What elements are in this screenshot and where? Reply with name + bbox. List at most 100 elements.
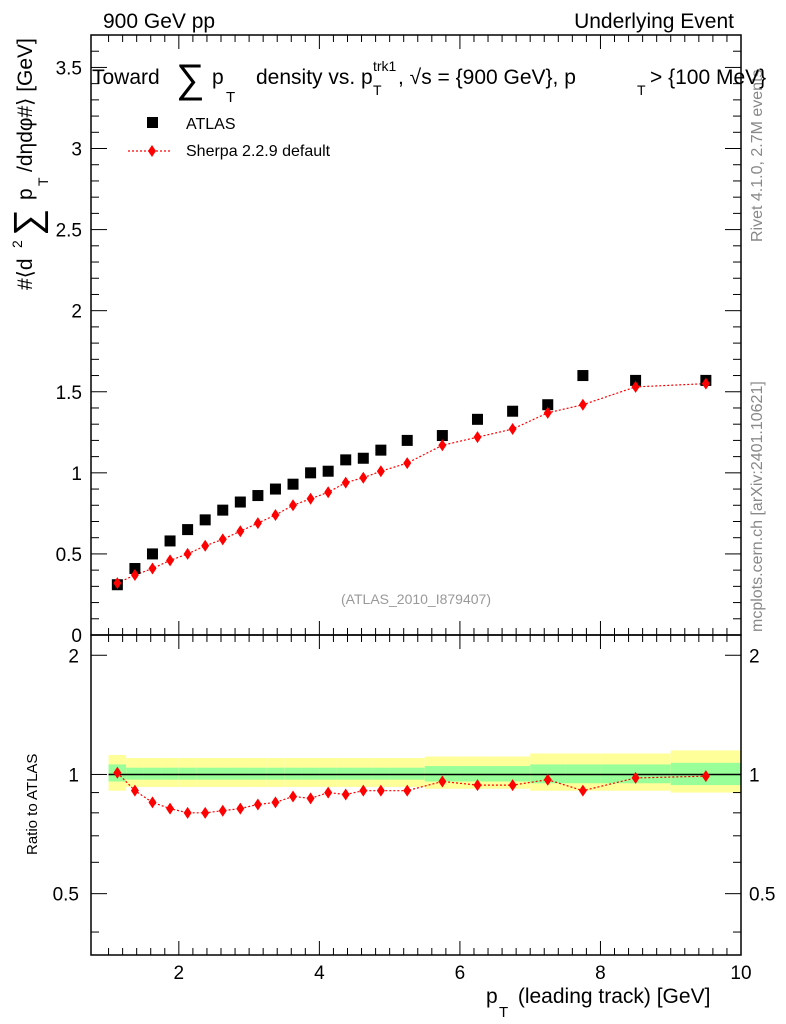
sherpa-ratio-point bbox=[701, 770, 710, 783]
sherpa-ratio-point bbox=[473, 779, 482, 792]
legend: ATLAS Sherpa 2.2.9 default bbox=[128, 116, 331, 160]
ylabel-sub-t: T bbox=[35, 177, 51, 186]
main-y-tick-label: 1.5 bbox=[56, 383, 82, 404]
atlas-point bbox=[234, 496, 246, 508]
ratio-band-inner bbox=[301, 767, 320, 780]
sherpa-point bbox=[376, 465, 385, 478]
ratio-y-tick-label: 0.5 bbox=[53, 885, 79, 906]
ratio-band-inner bbox=[249, 767, 267, 780]
title-sub-t3: T bbox=[637, 82, 646, 98]
atlas-point bbox=[542, 399, 554, 411]
ratio-y-tick-label-right: 2 bbox=[749, 646, 760, 667]
sherpa-ratio-line bbox=[116, 772, 706, 814]
sherpa-point bbox=[113, 577, 122, 590]
sherpa-line bbox=[117, 383, 706, 584]
x-tick-label: 4 bbox=[314, 963, 325, 984]
ratio-band-inner bbox=[126, 767, 144, 780]
atlas-point bbox=[252, 490, 264, 502]
title-sum-symbol: ∑ bbox=[176, 57, 205, 101]
sherpa-ratio-point bbox=[578, 784, 587, 797]
sherpa-ratio-point bbox=[218, 804, 227, 817]
title-sub-t2: T bbox=[373, 82, 382, 98]
atlas-point bbox=[630, 374, 642, 386]
header-left: 900 GeV pp bbox=[103, 10, 215, 33]
ratio-band-inner bbox=[231, 767, 250, 780]
sherpa-ratio-point bbox=[403, 784, 412, 797]
sherpa-point bbox=[341, 476, 350, 489]
ratio-band-inner bbox=[196, 767, 214, 780]
main-y-tick-label: 0 bbox=[71, 626, 82, 647]
ylabel-sup2: 2 bbox=[9, 240, 25, 248]
sherpa-ratio-point bbox=[271, 796, 280, 809]
title-sub-t: T bbox=[226, 89, 235, 106]
title-mid: density vs. p bbox=[256, 66, 373, 89]
sherpa-point bbox=[271, 509, 280, 521]
atlas-point bbox=[322, 465, 334, 477]
title-sup-trk1: trk1 bbox=[373, 58, 397, 74]
title-p: p bbox=[212, 66, 224, 89]
ratio-band-inner bbox=[336, 767, 355, 780]
ratio-band-inner bbox=[266, 767, 285, 780]
analysis-id: (ATLAS_2010_I879407) bbox=[341, 591, 491, 607]
ylabel-part3: /dηdφ#⟩ [GeV] bbox=[14, 38, 37, 172]
legend-atlas-label: ATLAS bbox=[186, 116, 236, 133]
atlas-point bbox=[217, 504, 229, 516]
ratio-y-tick-label: 2 bbox=[68, 646, 79, 667]
sherpa-point bbox=[701, 377, 710, 390]
sherpa-point bbox=[438, 439, 447, 452]
ylabel-sum-symbol: ∑ bbox=[7, 209, 49, 236]
ratio-band-inner bbox=[284, 767, 302, 780]
ratio-y-tick-label: 1 bbox=[68, 765, 79, 786]
x-tick-label: 8 bbox=[595, 963, 606, 984]
sherpa-ratio-point bbox=[130, 784, 139, 797]
sherpa-point bbox=[253, 517, 262, 530]
sherpa-point bbox=[578, 398, 587, 411]
sherpa-ratio-point bbox=[148, 796, 157, 809]
ratio-y-tick-label-right: 0.5 bbox=[749, 885, 775, 906]
sherpa-point bbox=[130, 569, 139, 581]
ratio-y-axis-label: Ratio to ATLAS bbox=[24, 754, 41, 855]
xlabel-p: p bbox=[486, 985, 498, 1008]
sherpa-ratio-point bbox=[543, 773, 552, 786]
atlas-point bbox=[129, 563, 141, 575]
chart-marks: 2 4 6 8 10 0 0.5 1 1.5 2 2.5 3 3.5 0.5 0.5 1 1 2 2 bbox=[53, 34, 775, 984]
sherpa-ratio-point bbox=[253, 798, 262, 811]
x-tick-label: 10 bbox=[730, 963, 751, 984]
ratio-band-inner bbox=[143, 767, 162, 780]
sherpa-point bbox=[631, 380, 640, 393]
legend-sherpa-marker bbox=[148, 145, 156, 157]
title-tail: > {100 MeV} bbox=[650, 66, 766, 89]
legend-sherpa-label: Sherpa 2.2.9 default bbox=[186, 143, 331, 160]
ratio-band-inner bbox=[354, 767, 373, 780]
sherpa-point bbox=[201, 539, 210, 552]
sherpa-point bbox=[289, 499, 298, 512]
ratio-band-inner bbox=[319, 767, 337, 780]
ratio-band-inner bbox=[178, 767, 197, 780]
atlas-point bbox=[340, 454, 352, 466]
xlabel-rest: (leading track) [GeV] bbox=[512, 985, 710, 1008]
main-y-tick-label: 2 bbox=[71, 302, 82, 323]
sherpa-ratio-point bbox=[376, 784, 385, 797]
atlas-point bbox=[164, 535, 176, 547]
sherpa-point bbox=[359, 471, 368, 484]
sherpa-ratio-point bbox=[201, 806, 210, 819]
sherpa-ratio-point bbox=[236, 802, 245, 815]
sherpa-point bbox=[166, 554, 175, 567]
sherpa-point bbox=[473, 431, 482, 444]
atlas-point bbox=[357, 452, 369, 464]
ratio-band-inner bbox=[213, 767, 232, 780]
sherpa-point bbox=[218, 533, 227, 546]
atlas-point bbox=[436, 430, 448, 442]
atlas-point bbox=[182, 524, 194, 536]
main-y-tick-label: 1 bbox=[71, 464, 82, 485]
rivet-label: Rivet 4.1.0, 2.7M events bbox=[749, 69, 766, 242]
mcplots-label: mcplots.cern.ch [arXiv:2401.10621] bbox=[749, 381, 766, 632]
atlas-point bbox=[269, 483, 281, 495]
ratio-y-tick-label-right: 1 bbox=[749, 765, 760, 786]
ratio-band-inner bbox=[161, 767, 179, 780]
sherpa-point bbox=[324, 486, 333, 499]
main-y-axis-label: #⟨d 2 ∑ p T /dηdφ#⟩ [GeV] bbox=[7, 38, 51, 290]
sherpa-ratio-point bbox=[183, 806, 192, 819]
sherpa-point bbox=[508, 423, 517, 436]
